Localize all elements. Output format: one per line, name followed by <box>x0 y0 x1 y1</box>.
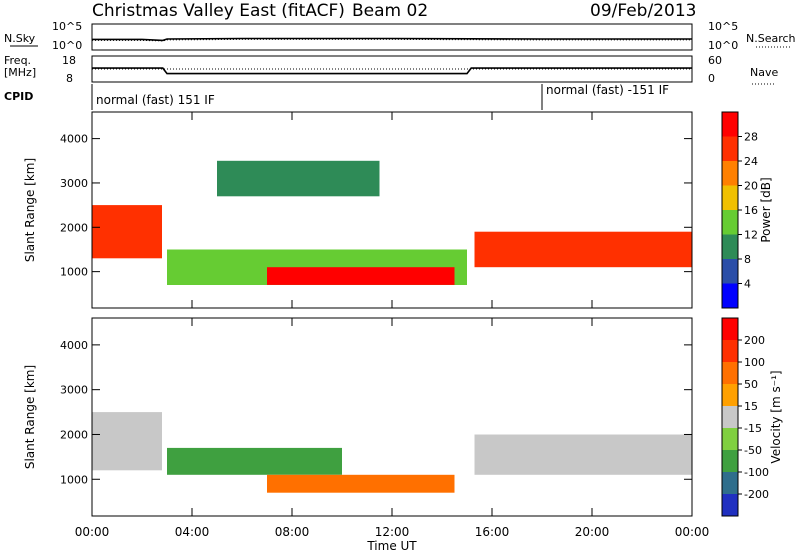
freq-label-2: [MHz] <box>4 66 36 79</box>
colorbar-swatch <box>722 112 738 137</box>
station-title: Christmas Valley East (fitACF) <box>92 1 345 21</box>
heat-region-3 <box>474 231 692 268</box>
colorbar-tick-label: 20 <box>744 180 758 193</box>
nsearch-label: N.Search <box>746 32 796 45</box>
colorbar-swatch <box>722 450 738 473</box>
nave-tick-bottom: 0 <box>708 72 715 85</box>
colorbar-tick-label: 50 <box>744 378 758 391</box>
colorbar-tick-label: 28 <box>744 131 758 144</box>
nsky-tick-bottom: 10^0 <box>52 39 82 52</box>
colorbar-tick-label: 16 <box>744 204 758 217</box>
y-tick-label: 2000 <box>60 221 88 234</box>
colorbar-swatch <box>722 384 738 407</box>
heat-region-1 <box>167 447 342 475</box>
nsky-panel: N.Sky 10^5 10^0 10^5 10^0 N.Search <box>4 20 796 52</box>
colorbar-tick-label: -50 <box>744 444 762 457</box>
y-tick-label: 1000 <box>60 473 88 486</box>
power-colorbar-label: Power [dB] <box>759 177 773 242</box>
colorbar-swatch <box>722 210 738 235</box>
colorbar-swatch <box>722 185 738 211</box>
power-data-cells <box>92 160 692 285</box>
colorbar-tick-label: -200 <box>744 488 769 501</box>
nave-tick-top: 60 <box>708 54 722 67</box>
heat-region-0 <box>92 412 162 471</box>
nave-label: Nave <box>750 66 778 79</box>
y-tick-label: 1000 <box>60 266 88 279</box>
colorbar-swatch <box>722 283 738 309</box>
freq-series-line <box>92 67 692 75</box>
time-axis-label: Time UT <box>366 539 417 553</box>
colorbar-tick-label: 4 <box>744 278 751 291</box>
colorbar-swatch <box>722 136 738 162</box>
y-tick-label: 3000 <box>60 384 88 397</box>
colorbar-swatch <box>722 494 738 517</box>
freq-label-1: Freq. <box>4 54 31 67</box>
freq-tick-bottom: 8 <box>66 72 73 85</box>
velocity-x-ticks <box>91 318 693 516</box>
velocity-heatmap-panel: 1000 2000 3000 4000 Slant Range [km] 200 100… <box>23 317 783 517</box>
velocity-data-cells <box>92 412 692 493</box>
nsky-label: N.Sky <box>4 32 36 45</box>
time-tick-label: 00:00 <box>75 525 110 539</box>
beam-title: Beam 02 <box>352 1 428 21</box>
velocity-colorbar-label: Velocity [m s⁻¹] <box>769 370 783 463</box>
cpid-mode-2: normal (fast) -151 IF <box>546 83 669 97</box>
velocity-ylabel: Slant Range [km] <box>23 365 37 469</box>
colorbar-frame <box>721 317 739 517</box>
date-title: 09/Feb/2013 <box>590 1 696 21</box>
colorbar-tick-label: 12 <box>744 229 758 242</box>
colorbar-tick-label: -15 <box>744 422 762 435</box>
colorbar-swatch <box>722 259 738 284</box>
nsky-series-line <box>92 37 692 42</box>
time-axis-labels: 00:00 04:00 08:00 12:00 16:00 20:00 00:00 <box>75 525 710 539</box>
y-tick-label: 2000 <box>60 428 88 441</box>
colorbar-swatch <box>722 318 738 341</box>
heat-region-0 <box>92 205 162 259</box>
colorbar-tick-label: 24 <box>744 155 758 168</box>
nsearch-series-line <box>92 38 692 42</box>
nsky-tick-bottom-right: 10^0 <box>708 39 738 52</box>
cpid-strip: CPID normal (fast) 151 IF normal (fast) … <box>4 83 669 110</box>
heat-region-4 <box>217 160 380 197</box>
time-tick-label: 20:00 <box>575 525 610 539</box>
colorbar-swatch <box>722 406 738 429</box>
power-y-ticks: 1000 2000 3000 4000 <box>60 133 692 279</box>
colorbar-tick-label: 8 <box>744 253 751 266</box>
nsky-tick-top-right: 10^5 <box>708 20 738 33</box>
nsky-tick-top: 10^5 <box>52 20 82 33</box>
heat-region-2 <box>267 267 455 285</box>
colorbar-swatch <box>722 161 738 186</box>
power-colorbar: 4 8 12 16 20 24 28 <box>721 111 758 309</box>
time-tick-label: 00:00 <box>675 525 710 539</box>
colorbar-swatch <box>722 234 738 260</box>
colorbar-swatch <box>722 340 738 363</box>
time-tick-label: 16:00 <box>475 525 510 539</box>
y-tick-label: 4000 <box>60 133 88 146</box>
velocity-y-ticks: 1000 2000 3000 4000 <box>60 339 692 486</box>
colorbar-swatch <box>722 428 738 451</box>
time-tick-label: 04:00 <box>175 525 210 539</box>
velocity-colorbar: 200 100 50 15 -15 -50 -100 -200 <box>721 317 769 517</box>
time-tick-label: 12:00 <box>375 525 410 539</box>
freq-panel: Freq. [MHz] 18 8 60 0 Nave <box>4 54 778 85</box>
y-tick-label: 3000 <box>60 177 88 190</box>
colorbar-tick-label: -100 <box>744 466 769 479</box>
time-tick-label: 08:00 <box>275 525 310 539</box>
freq-tick-top: 18 <box>62 54 76 67</box>
colorbar-tick-label: 200 <box>744 334 765 347</box>
colorbar-swatch <box>722 362 738 385</box>
cpid-label: CPID <box>4 90 33 103</box>
power-ylabel: Slant Range [km] <box>23 158 37 262</box>
colorbar-tick-label: 100 <box>744 356 765 369</box>
heat-region-3 <box>474 434 692 475</box>
colorbar-tick-label: 15 <box>744 400 758 413</box>
y-tick-label: 4000 <box>60 339 88 352</box>
cpid-mode-1: normal (fast) 151 IF <box>96 93 215 107</box>
power-heatmap-panel: 1000 2000 3000 4000 Slant Range [km] 4 8 12 16… <box>23 111 773 309</box>
colorbar-swatch <box>722 472 738 495</box>
heat-region-2 <box>267 474 455 493</box>
power-x-ticks <box>91 112 693 308</box>
